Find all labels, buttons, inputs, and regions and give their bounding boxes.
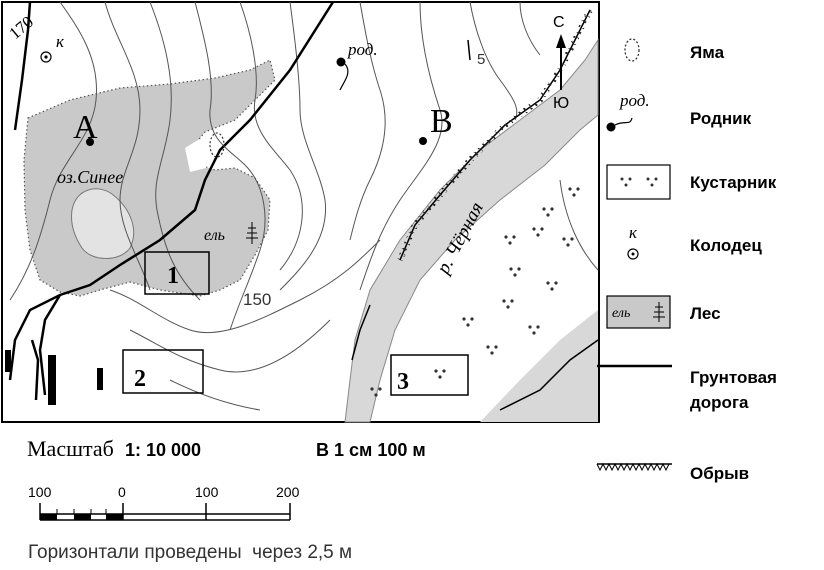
forest-clearing — [185, 140, 210, 172]
legend-pit-label: Яма — [690, 43, 725, 62]
area-1-box — [144, 251, 210, 295]
contour-label-5: 5 — [477, 51, 485, 68]
scale-label: Масштаб — [27, 436, 114, 461]
area-3-label: 3 — [397, 369, 409, 395]
legend-well-icon — [627, 248, 639, 260]
scale-block: Масштаб 1: 10 000 В 1 см 100 м 100 0 100… — [27, 436, 426, 563]
legend-road-label-line1: Грунтовая — [690, 368, 777, 387]
compass-north-label: С — [553, 14, 565, 31]
legend-shrub-dots — [620, 177, 658, 187]
well-symbol-map — [40, 51, 52, 63]
buildings — [5, 350, 103, 405]
legend-well-label: Колодец — [690, 236, 762, 255]
area-3-shrub — [434, 369, 446, 379]
area-2-label: 2 — [134, 366, 146, 392]
legend-shrub-label: Кустарник — [690, 173, 777, 192]
legend-forest-icon — [606, 295, 671, 329]
legend-spring-sign: род. — [619, 91, 650, 110]
legend-forest-label: Лес — [690, 304, 721, 323]
scale-tick-200: 200 — [276, 484, 300, 500]
pit-symbol-map — [209, 132, 225, 158]
scale-ratio: 1: 10 000 — [125, 440, 201, 460]
well-label-map: к — [56, 32, 65, 51]
area-2-box — [122, 349, 204, 394]
dirt-roads — [8, 1, 335, 401]
legend-cliff-icon — [596, 462, 672, 472]
forest-label-map: ель — [204, 227, 225, 244]
spring-label-map: род. — [347, 40, 378, 59]
river-chernaya — [344, 38, 599, 423]
contour-interval-note: Горизонтали проведены через 2,5 м — [28, 542, 352, 563]
lake-sinee — [71, 188, 135, 259]
legend-road-label-line2: дорога — [690, 393, 749, 412]
legend-cliff-label: Обрыв — [690, 464, 749, 483]
point-a-marker — [86, 138, 94, 146]
scale-verbal: В 1 см 100 м — [316, 440, 426, 460]
legend-shrub-icon — [606, 164, 671, 200]
scale-tick-100: 100 — [195, 484, 219, 500]
legend-pit-icon — [624, 38, 640, 62]
legend-spring-icon — [606, 117, 633, 132]
legend-forest-sign: ель — [612, 306, 630, 321]
legend-fir-icon — [653, 302, 665, 322]
contour-label-150: 150 — [243, 290, 271, 309]
cliff-lines — [351, 8, 599, 411]
lake-label: оз.Синее — [57, 167, 123, 187]
shrubs — [370, 187, 580, 397]
scale-tick-0: 0 — [118, 484, 126, 500]
compass-south-label: Ю — [553, 95, 569, 112]
spring-symbol-map — [336, 57, 349, 91]
legend-well-sign: к — [629, 223, 638, 242]
legend: Яма род. Родник Кустарник к Колодец ель … — [596, 38, 777, 483]
map-area: к род. А В оз.Синее ель р. Чёрная 170 15… — [1, 1, 600, 423]
scale-tick-100-left: 100 — [28, 484, 52, 500]
point-b-label: В — [430, 103, 453, 140]
legend-spring-label: Родник — [690, 109, 752, 128]
point-b-marker — [419, 137, 427, 145]
area-3-box — [390, 354, 469, 396]
river-lower-east — [480, 310, 598, 422]
compass-arrow-icon — [556, 34, 566, 48]
area-1-label: 1 — [167, 263, 179, 289]
contour-lines — [9, 1, 599, 411]
scale-bar — [39, 503, 291, 521]
fir-symbol-map — [246, 222, 258, 244]
point-a-label: А — [73, 109, 98, 146]
